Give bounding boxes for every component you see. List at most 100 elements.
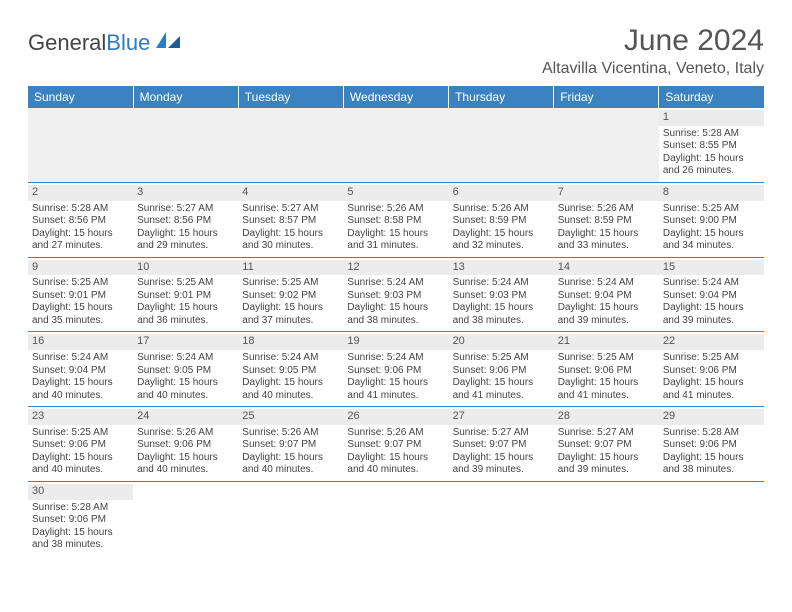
sunset-line: Sunset: 9:03 PM [347, 290, 444, 303]
day-cell: 1Sunrise: 5:28 AMSunset: 8:55 PMDaylight… [659, 108, 764, 182]
empty-cell [343, 108, 448, 182]
sunset-line: Sunset: 9:06 PM [32, 514, 129, 527]
sunset-line: Sunset: 9:03 PM [453, 290, 550, 303]
day-number: 3 [133, 185, 238, 201]
day-cell: 2Sunrise: 5:28 AMSunset: 8:56 PMDaylight… [28, 182, 133, 257]
day-number: 5 [343, 185, 448, 201]
daylight-line: Daylight: 15 hours and 40 minutes. [347, 452, 444, 477]
day-cell: 27Sunrise: 5:27 AMSunset: 9:07 PMDayligh… [449, 407, 554, 482]
sunset-line: Sunset: 9:06 PM [453, 365, 550, 378]
sunrise-line: Sunrise: 5:25 AM [558, 352, 655, 365]
day-cell: 29Sunrise: 5:28 AMSunset: 9:06 PMDayligh… [659, 407, 764, 482]
day-cell: 7Sunrise: 5:26 AMSunset: 8:59 PMDaylight… [554, 182, 659, 257]
daylight-line: Daylight: 15 hours and 41 minutes. [663, 377, 760, 402]
daylight-line: Daylight: 15 hours and 31 minutes. [347, 228, 444, 253]
logo-text-blue: Blue [106, 30, 150, 56]
day-cell: 18Sunrise: 5:24 AMSunset: 9:05 PMDayligh… [238, 332, 343, 407]
sunrise-line: Sunrise: 5:27 AM [137, 203, 234, 216]
day-number: 21 [554, 334, 659, 350]
day-cell: 30 Sunrise: 5:28 AMSunset: 9:06 PMDayligh… [28, 481, 133, 555]
sunrise-line: Sunrise: 5:28 AM [663, 128, 760, 141]
day-number: 10 [133, 260, 238, 276]
sunrise-line: Sunrise: 5:27 AM [242, 203, 339, 216]
empty-cell [554, 108, 659, 182]
day-number: 16 [28, 334, 133, 350]
day-number: 17 [133, 334, 238, 350]
day-number: 26 [343, 409, 448, 425]
sunset-line: Sunset: 9:04 PM [32, 365, 129, 378]
day-number: 28 [554, 409, 659, 425]
empty-cell [238, 108, 343, 182]
sunset-line: Sunset: 9:04 PM [558, 290, 655, 303]
weekday-header: Saturday [659, 86, 764, 108]
day-number: 9 [28, 260, 133, 276]
day-cell: 8Sunrise: 5:25 AMSunset: 9:00 PMDaylight… [659, 182, 764, 257]
day-cell: 25Sunrise: 5:26 AMSunset: 9:07 PMDayligh… [238, 407, 343, 482]
day-number: 6 [449, 185, 554, 201]
day-number: 7 [554, 185, 659, 201]
day-cell: 10Sunrise: 5:25 AMSunset: 9:01 PMDayligh… [133, 257, 238, 332]
day-cell: 5Sunrise: 5:26 AMSunset: 8:58 PMDaylight… [343, 182, 448, 257]
daylight-line: Daylight: 15 hours and 27 minutes. [32, 228, 129, 253]
weekday-header-row: Sunday Monday Tuesday Wednesday Thursday… [28, 86, 764, 108]
daylight-line: Daylight: 15 hours and 38 minutes. [347, 302, 444, 327]
daylight-line: Daylight: 15 hours and 38 minutes. [453, 302, 550, 327]
day-number: 15 [659, 260, 764, 276]
empty-cell [659, 481, 764, 555]
empty-cell [449, 481, 554, 555]
sunrise-line: Sunrise: 5:27 AM [453, 427, 550, 440]
sunset-line: Sunset: 9:06 PM [558, 365, 655, 378]
day-cell: 19Sunrise: 5:24 AMSunset: 9:06 PMDayligh… [343, 332, 448, 407]
weekday-header: Thursday [449, 86, 554, 108]
sunrise-line: Sunrise: 5:24 AM [453, 277, 550, 290]
sunset-line: Sunset: 9:06 PM [347, 365, 444, 378]
daylight-line: Daylight: 15 hours and 34 minutes. [663, 228, 760, 253]
day-cell: 22Sunrise: 5:25 AMSunset: 9:06 PMDayligh… [659, 332, 764, 407]
sunset-line: Sunset: 9:06 PM [663, 365, 760, 378]
sunset-line: Sunset: 9:06 PM [663, 439, 760, 452]
day-number: 14 [554, 260, 659, 276]
sunrise-line: Sunrise: 5:24 AM [347, 277, 444, 290]
day-cell: 4Sunrise: 5:27 AMSunset: 8:57 PMDaylight… [238, 182, 343, 257]
day-number: 24 [133, 409, 238, 425]
sunrise-line: Sunrise: 5:25 AM [242, 277, 339, 290]
location-text: Altavilla Vicentina, Veneto, Italy [542, 60, 764, 78]
daylight-line: Daylight: 15 hours and 36 minutes. [137, 302, 234, 327]
sunset-line: Sunset: 9:05 PM [242, 365, 339, 378]
daylight-line: Daylight: 15 hours and 40 minutes. [32, 452, 129, 477]
sunset-line: Sunset: 8:56 PM [137, 215, 234, 228]
day-number: 29 [659, 409, 764, 425]
day-number: 2 [28, 185, 133, 201]
day-number: 27 [449, 409, 554, 425]
day-number: 19 [343, 334, 448, 350]
sunset-line: Sunset: 9:07 PM [242, 439, 339, 452]
sunrise-line: Sunrise: 5:24 AM [558, 277, 655, 290]
day-cell: 20Sunrise: 5:25 AMSunset: 9:06 PMDayligh… [449, 332, 554, 407]
empty-cell [449, 108, 554, 182]
day-number: 18 [238, 334, 343, 350]
daylight-line: Daylight: 15 hours and 41 minutes. [347, 377, 444, 402]
sunset-line: Sunset: 8:59 PM [453, 215, 550, 228]
header: GeneralBlue June 2024 Altavilla Vicentin… [28, 24, 764, 78]
day-number: 22 [659, 334, 764, 350]
day-number: 30 [28, 484, 133, 500]
daylight-line: Daylight: 15 hours and 30 minutes. [242, 228, 339, 253]
calendar-table: Sunday Monday Tuesday Wednesday Thursday… [28, 86, 764, 556]
weekday-header: Wednesday [343, 86, 448, 108]
sunrise-line: Sunrise: 5:25 AM [453, 352, 550, 365]
daylight-line: Daylight: 15 hours and 38 minutes. [32, 527, 129, 552]
day-number: 25 [238, 409, 343, 425]
sunrise-line: Sunrise: 5:24 AM [137, 352, 234, 365]
calendar-row: 2Sunrise: 5:28 AMSunset: 8:56 PMDaylight… [28, 182, 764, 257]
day-number: 13 [449, 260, 554, 276]
daylight-line: Daylight: 15 hours and 33 minutes. [558, 228, 655, 253]
title-block: June 2024 Altavilla Vicentina, Veneto, I… [542, 24, 764, 78]
daylight-line: Daylight: 15 hours and 40 minutes. [242, 452, 339, 477]
day-cell: 16Sunrise: 5:24 AMSunset: 9:04 PMDayligh… [28, 332, 133, 407]
sunrise-line: Sunrise: 5:28 AM [32, 502, 129, 515]
daylight-line: Daylight: 15 hours and 37 minutes. [242, 302, 339, 327]
daylight-line: Daylight: 15 hours and 40 minutes. [242, 377, 339, 402]
calendar-body: 1Sunrise: 5:28 AMSunset: 8:55 PMDaylight… [28, 108, 764, 556]
daylight-line: Daylight: 15 hours and 35 minutes. [32, 302, 129, 327]
day-cell: 13Sunrise: 5:24 AMSunset: 9:03 PMDayligh… [449, 257, 554, 332]
